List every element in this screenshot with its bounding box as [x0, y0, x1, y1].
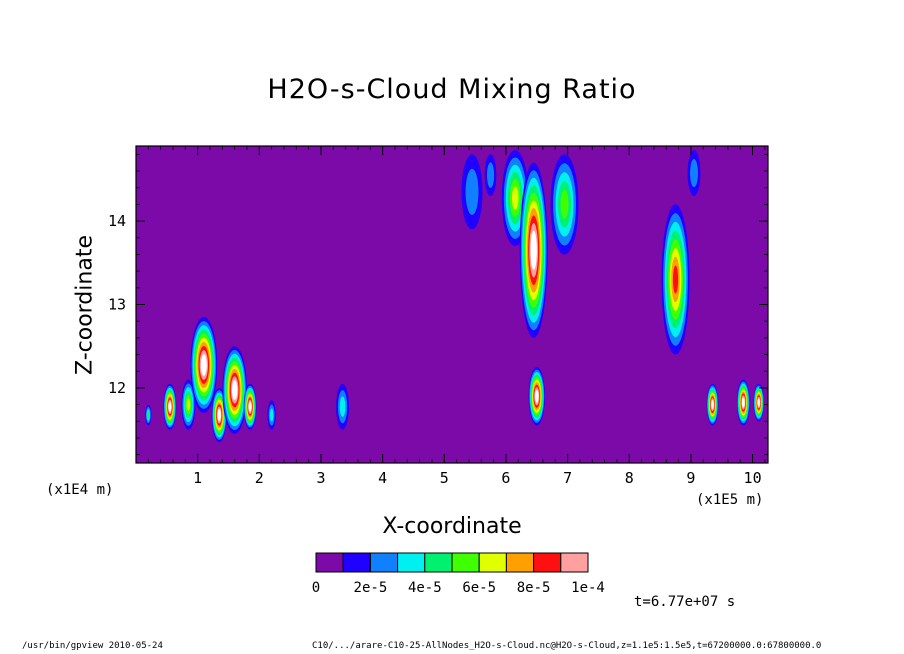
cloud-feature: [163, 383, 177, 430]
footer-file-path: C10/.../arare-C10-25-AllNodes_H2O-s-Clou…: [312, 641, 822, 651]
time-readout: t=6.77e+07 s: [634, 594, 736, 610]
x-tick-label: 10: [744, 469, 762, 487]
cloud-contour-band: [339, 396, 346, 417]
heatmap-field: [136, 146, 768, 463]
cloud-feature: [243, 383, 257, 430]
x-tick-label: 3: [316, 469, 325, 487]
y-tick-label: 14: [108, 212, 126, 230]
cloud-feature: [753, 383, 765, 422]
chart-title: H2O-s-Cloud Mixing Ratio: [267, 74, 637, 105]
y-tick-label: 12: [108, 379, 126, 397]
cloud-feature: [484, 154, 497, 197]
cloud-contour-band: [269, 408, 274, 422]
footer-program-date: /usr/bin/gpview 2010-05-24: [22, 641, 163, 651]
cloud-contour-band: [690, 158, 698, 188]
x-tick-label: 7: [563, 469, 572, 487]
colorbar-tick-label: 0: [312, 580, 320, 596]
x-tick-label: 4: [378, 469, 387, 487]
cloud-feature: [687, 150, 701, 197]
cloud-contour-band: [186, 398, 191, 411]
cloud-contour-band: [742, 399, 745, 406]
colorbar-tick-label: 1e-4: [571, 580, 605, 596]
cloud-feature: [145, 404, 152, 426]
colorbar: 0 2e-5 4e-5 6e-5 8e-5 1e-4: [312, 552, 605, 596]
cloud-contour-band: [535, 392, 538, 401]
colorbar-swatch: [369, 552, 399, 573]
cloud-feature: [528, 367, 545, 426]
x-tick-label: 9: [686, 469, 695, 487]
x-tick-label: 1: [193, 469, 202, 487]
x-tick-label: 8: [625, 469, 634, 487]
cloud-contour-band: [232, 383, 237, 397]
cloud-contour-band: [486, 162, 495, 189]
colorbar-swatch: [533, 552, 562, 573]
colorbar-tick-label: 2e-5: [354, 580, 388, 596]
cloud-contour-band: [531, 238, 536, 263]
cloud-feature: [336, 383, 349, 430]
colorbar-tick-label: 8e-5: [517, 580, 551, 596]
x-axis-label: X-coordinate: [382, 514, 522, 539]
y-axis-unit: (x1E4 m): [46, 482, 114, 498]
cloud-feature: [461, 154, 483, 230]
colorbar-swatch: [315, 552, 344, 573]
cloud-contour-band: [465, 168, 479, 215]
x-axis-unit: (x1E5 m): [696, 492, 764, 508]
colorbar-swatch: [451, 552, 480, 573]
x-tick-label: 5: [440, 469, 449, 487]
colorbar-tick-label: 4e-5: [408, 580, 442, 596]
cloud-contour-band: [758, 399, 760, 406]
cloud-feature: [706, 383, 719, 426]
y-tick-label: 13: [108, 296, 126, 314]
colorbar-swatch: [397, 552, 426, 573]
cloud-contour-band: [169, 403, 171, 410]
colorbar-swatch: [505, 552, 535, 573]
cloud-feature: [222, 346, 247, 434]
cloud-feature: [550, 154, 579, 255]
cloud-feature: [190, 317, 218, 413]
cloud-contour-band: [711, 401, 714, 408]
cloud-contour-band: [147, 411, 150, 419]
x-tick-label: 6: [501, 469, 510, 487]
cloud-feature: [267, 400, 276, 430]
cloud-feature: [661, 204, 690, 355]
cloud-contour-band: [511, 186, 519, 210]
colorbar-swatch: [342, 552, 371, 573]
cloud-contour-band: [249, 403, 251, 410]
cloud-feature: [736, 379, 750, 426]
cloud-feature: [519, 162, 548, 338]
cloud-feature: [181, 379, 196, 430]
colorbar-swatch: [424, 552, 453, 573]
cloud-contour-band: [560, 190, 569, 219]
cloud-contour-band: [672, 265, 679, 294]
colorbar-tick-label: 6e-5: [462, 580, 496, 596]
colorbar-swatch: [560, 552, 589, 573]
cloud-contour-band: [218, 411, 221, 419]
colorbar-swatch: [478, 552, 507, 573]
x-tick-label: 2: [255, 469, 264, 487]
cloud-contour-band: [201, 358, 206, 372]
